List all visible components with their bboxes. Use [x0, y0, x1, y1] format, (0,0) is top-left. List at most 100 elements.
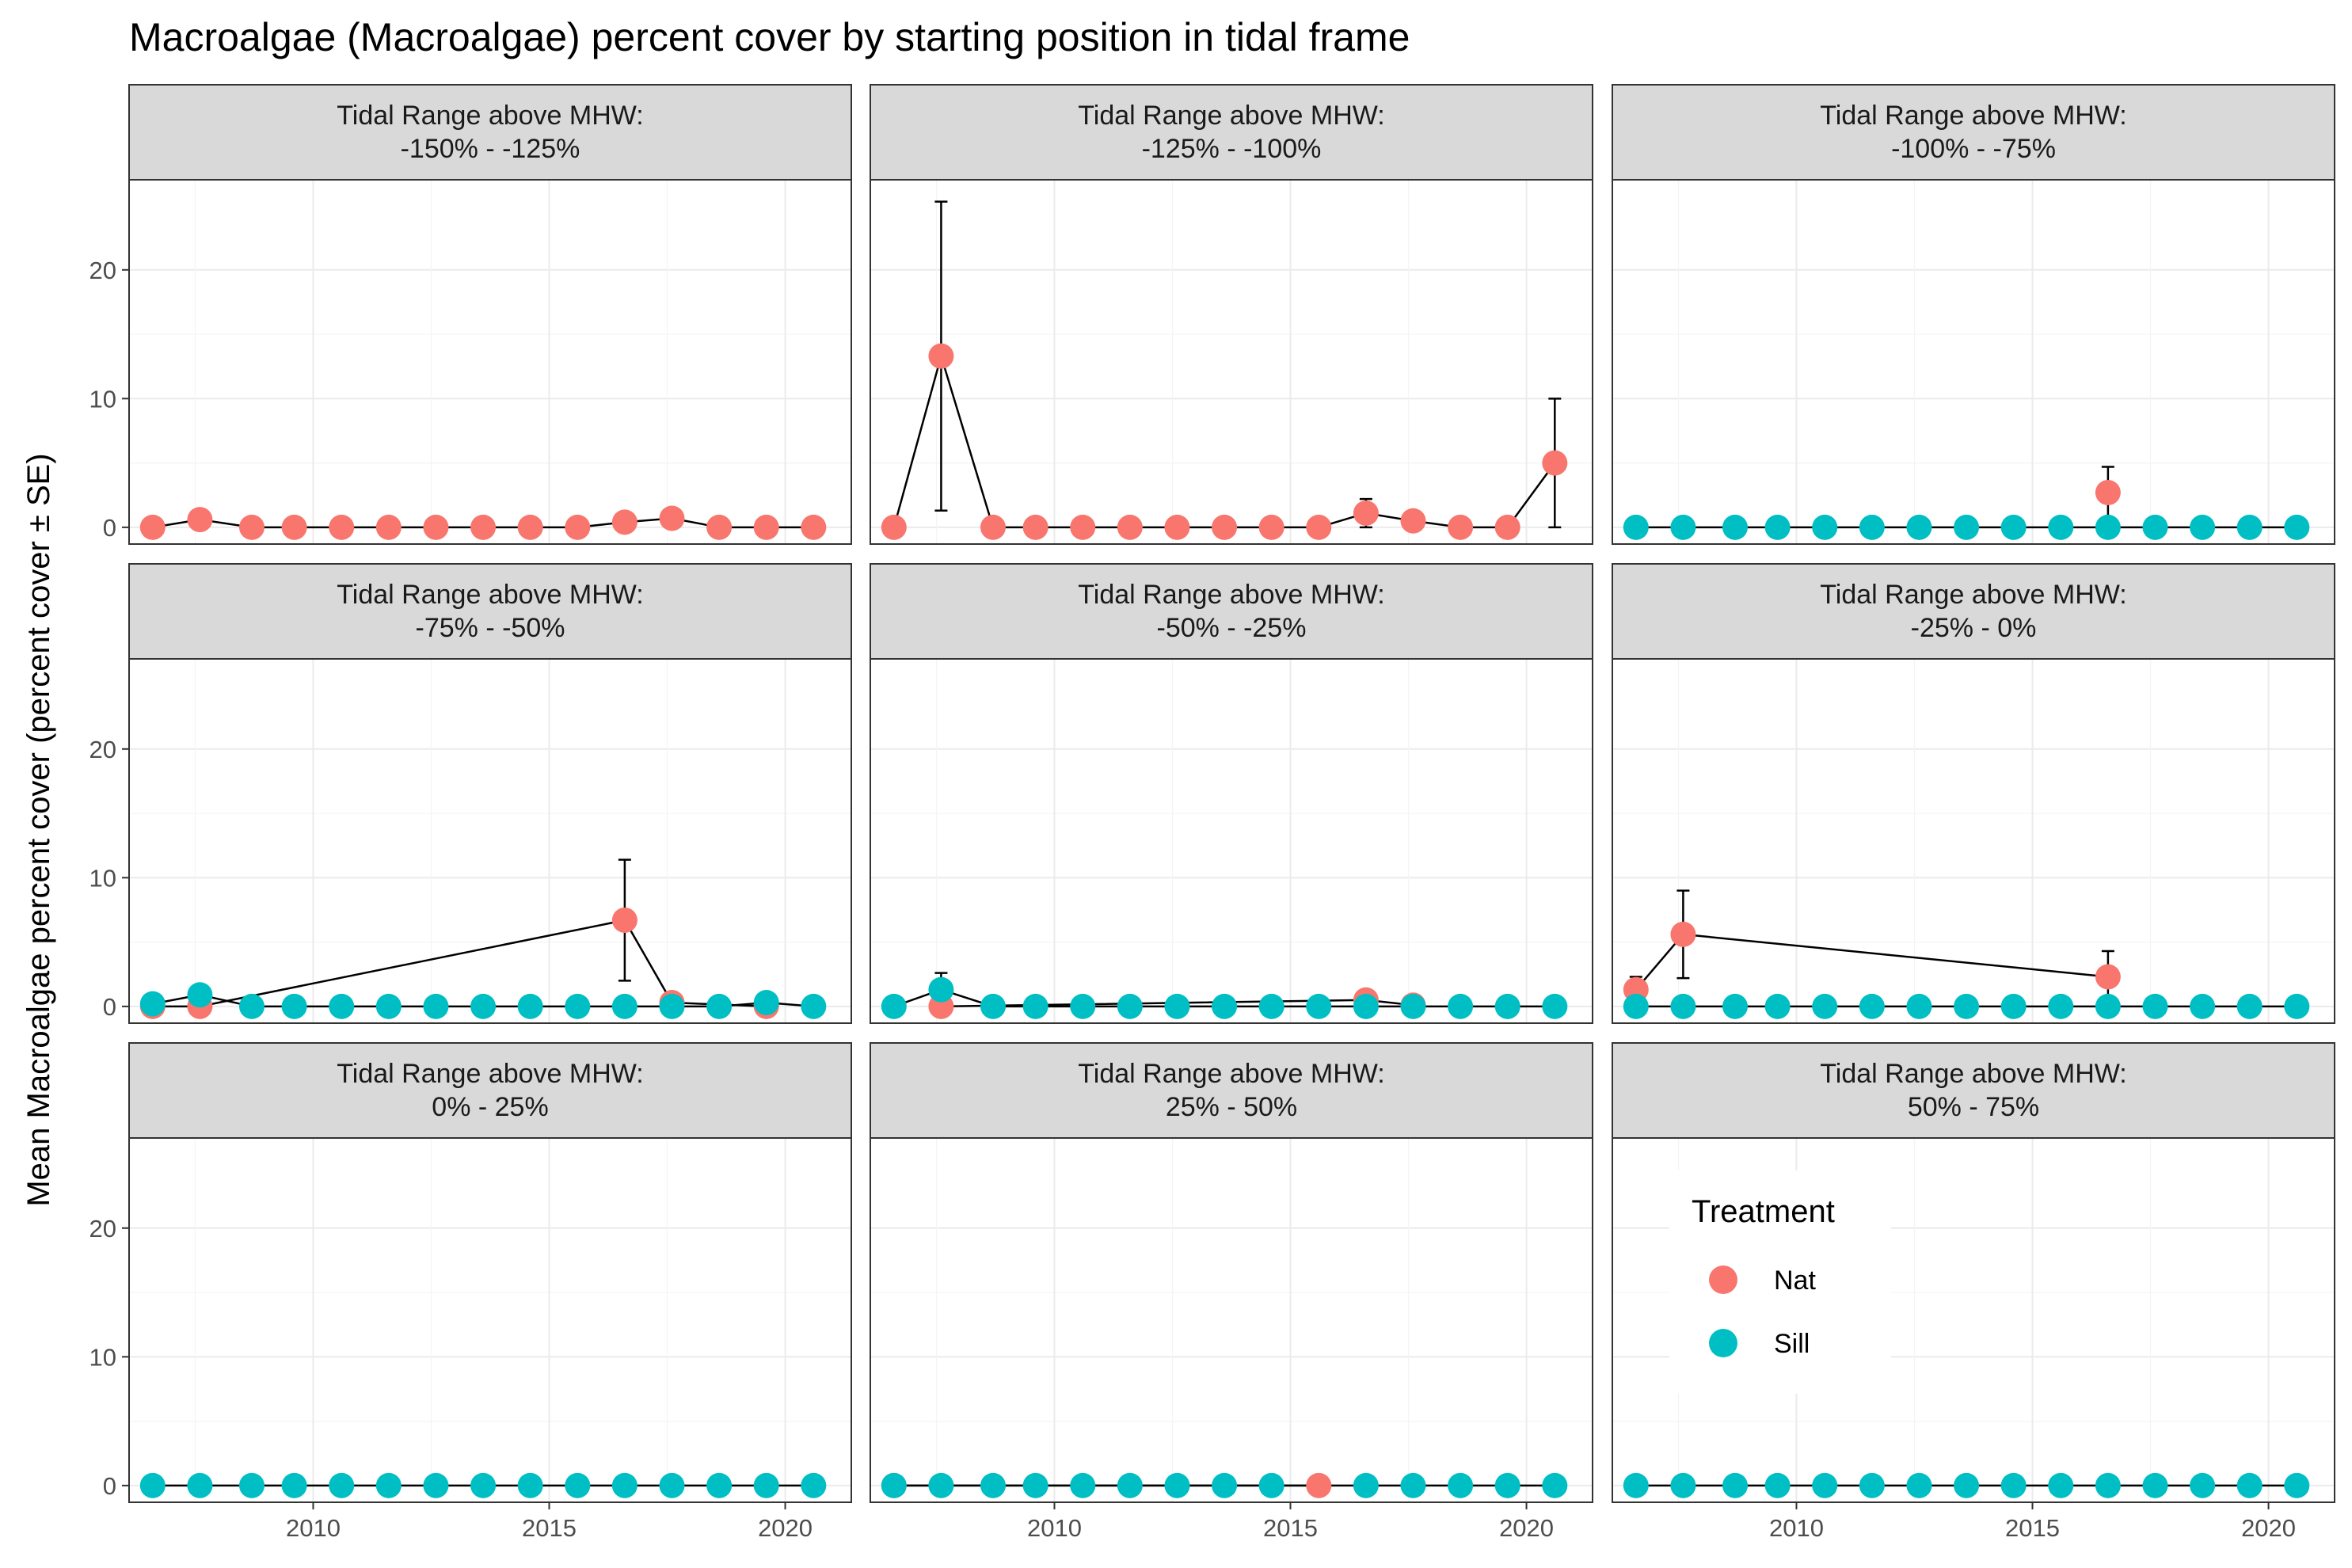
data-point-sill [753, 1472, 779, 1498]
data-point-sill [801, 1472, 827, 1498]
data-point-nat [881, 514, 907, 540]
data-point-sill [470, 993, 497, 1019]
data-point-sill [281, 1472, 307, 1498]
facet-strip-range: -50% - -25% [1157, 613, 1307, 643]
data-point-sill [1258, 1472, 1284, 1498]
facet-panel: Tidal Range above MHW:-75% - -50% 0 10 20 [89, 563, 852, 1024]
facet-strip-label: Tidal Range above MHW: [1820, 101, 2126, 131]
data-point-nat [517, 514, 543, 540]
data-point-sill [2000, 1472, 2027, 1498]
facet-strip-label: Tidal Range above MHW: [337, 580, 643, 610]
data-point-sill [1353, 1472, 1379, 1498]
data-point-sill [1906, 1472, 1932, 1498]
data-point-sill [187, 1472, 213, 1498]
legend-label-nat: Nat [1774, 1265, 1816, 1296]
facet-strip-range: 50% - 75% [1908, 1092, 2039, 1122]
data-point-nat [753, 514, 779, 540]
data-point-sill [1542, 1472, 1568, 1498]
facet-strip-range: -150% - -125% [401, 134, 580, 164]
data-point-sill [2284, 1472, 2310, 1498]
panel-background [129, 180, 851, 544]
data-point-sill [928, 976, 954, 1003]
data-point-sill [2236, 514, 2263, 540]
data-point-sill [1022, 993, 1049, 1019]
panel-background [1612, 180, 2335, 544]
data-point-sill [1859, 1472, 1885, 1498]
data-point-sill [1306, 993, 1332, 1019]
data-point-sill [1906, 993, 1932, 1019]
facet-strip-label: Tidal Range above MHW: [1820, 580, 2126, 610]
data-point-nat [1353, 500, 1379, 526]
facet-strip-range: -25% - 0% [1911, 613, 2037, 643]
data-point-sill [2236, 993, 2263, 1019]
data-point-sill [1764, 993, 1791, 1019]
panel-border [128, 658, 852, 1024]
facet-strip [870, 563, 1593, 660]
y-axis-title: Mean Macroalgae percent cover (percent c… [21, 453, 56, 1206]
data-point-sill [470, 1472, 497, 1498]
facet-strip-range: -75% - -50% [416, 613, 565, 643]
data-point-nat [1448, 514, 1474, 540]
panel-background [129, 659, 851, 1023]
legend: Treatment Nat Sill [1669, 1170, 1891, 1394]
legend-title: Treatment [1692, 1194, 1835, 1229]
x-tick-label: 2010 [286, 1514, 341, 1542]
data-point-sill [565, 993, 591, 1019]
data-point-sill [1859, 514, 1885, 540]
data-point-sill [1722, 1472, 1748, 1498]
facet-strip-range: 25% - 50% [1166, 1092, 1297, 1122]
legend-key-nat [1709, 1265, 1737, 1294]
data-point-sill [329, 1472, 355, 1498]
data-point-nat [1212, 514, 1238, 540]
data-point-sill [1448, 1472, 1474, 1498]
data-point-sill [238, 993, 265, 1019]
data-point-sill [1954, 1472, 1980, 1498]
data-point-sill [2095, 514, 2121, 540]
data-point-sill [1623, 514, 1649, 540]
panel-border [870, 1137, 1593, 1503]
data-point-sill [1954, 993, 1980, 1019]
data-point-sill [706, 1472, 733, 1498]
data-point-sill [1542, 993, 1568, 1019]
chart-title: Macroalgae (Macroalgae) percent cover by… [129, 15, 1410, 59]
data-point-sill [517, 1472, 543, 1498]
x-tick-label: 2015 [1263, 1514, 1318, 1542]
panel-border [128, 179, 852, 545]
facet-strip-label: Tidal Range above MHW: [1078, 580, 1384, 610]
data-point-sill [1812, 993, 1838, 1019]
y-tick-label: 10 [89, 385, 116, 413]
data-point-sill [2284, 514, 2310, 540]
panel-border [128, 1137, 852, 1503]
data-point-sill [2190, 514, 2216, 540]
data-point-sill [1494, 1472, 1520, 1498]
data-point-sill [980, 1472, 1006, 1498]
data-point-sill [375, 993, 402, 1019]
facet-strip-range: 0% - 25% [432, 1092, 548, 1122]
data-point-sill [1212, 993, 1238, 1019]
data-point-nat [1306, 514, 1332, 540]
data-point-sill [1117, 993, 1143, 1019]
data-point-nat [187, 507, 213, 533]
data-point-nat [238, 514, 265, 540]
data-point-sill [980, 993, 1006, 1019]
y-tick-label: 0 [103, 993, 116, 1021]
facet-strip [128, 84, 852, 181]
x-tick-label: 2010 [1769, 1514, 1824, 1542]
facet-strip [1612, 84, 2335, 181]
data-point-sill [659, 1472, 685, 1498]
data-point-nat [1306, 1472, 1332, 1498]
legend-key-sill [1709, 1329, 1737, 1357]
data-point-sill [423, 1472, 449, 1498]
data-point-sill [1812, 1472, 1838, 1498]
data-point-sill [1623, 1472, 1649, 1498]
data-point-nat [1070, 514, 1096, 540]
data-point-sill [2000, 993, 2027, 1019]
facet-strip [128, 563, 852, 660]
data-point-sill [281, 993, 307, 1019]
data-point-sill [1353, 993, 1379, 1019]
facet-panel: Tidal Range above MHW:-150% - -125% 0 10 20 [89, 84, 852, 545]
facet-strip [1612, 563, 2335, 660]
data-point-sill [1117, 1472, 1143, 1498]
facet-strip-label: Tidal Range above MHW: [337, 1059, 643, 1089]
